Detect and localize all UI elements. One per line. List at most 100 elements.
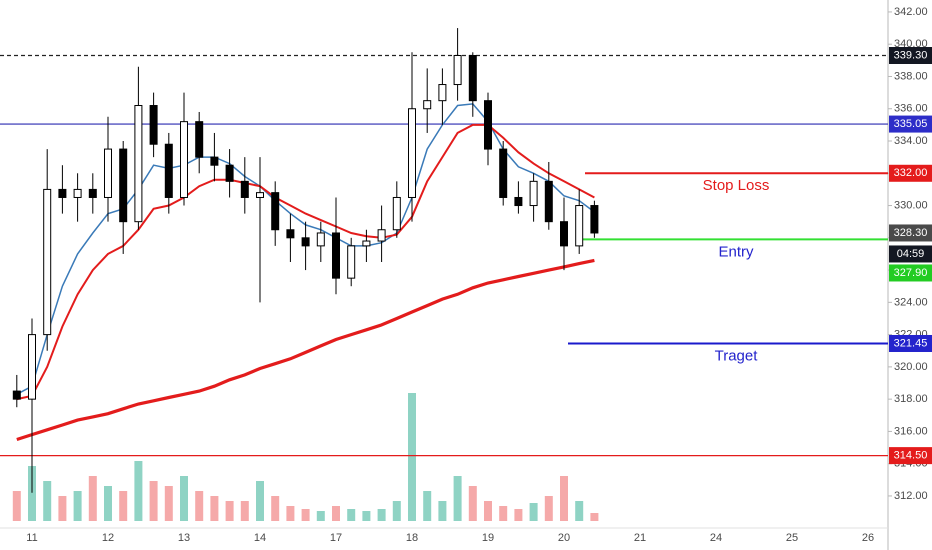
candle-body: [195, 121, 204, 158]
x-tick-label: 19: [482, 532, 494, 544]
volume-bar: [377, 509, 386, 521]
volume-bar: [438, 501, 447, 521]
last-price-tag: 328.30: [894, 227, 928, 239]
candle-body: [180, 121, 188, 198]
candle-body: [484, 100, 492, 150]
volume-bar: [529, 503, 538, 521]
volume-bar: [271, 496, 280, 521]
candle-body: [73, 188, 82, 198]
price-tag: 339.30: [894, 49, 928, 61]
price-tag-bg: [889, 47, 932, 65]
candle-body: [256, 192, 264, 198]
candle-body: [104, 148, 112, 198]
price-tag: 335.05: [894, 118, 928, 130]
annotation: Entry: [718, 243, 754, 260]
countdown-tag: 04:59: [897, 248, 925, 260]
y-tick-label: 338.00: [894, 70, 928, 82]
x-tick-label: 17: [330, 532, 342, 544]
price-tag-bg: [889, 164, 932, 182]
volume-bar: [134, 461, 143, 521]
candle-body: [544, 180, 553, 223]
candle-body: [12, 390, 21, 400]
countdown-tag-bg: [889, 245, 932, 263]
volume-bar: [575, 501, 584, 521]
candle-body: [468, 55, 477, 102]
volume-bar: [286, 506, 295, 521]
volume-bar: [301, 509, 310, 521]
volume-bar: [544, 496, 553, 521]
volume-bar: [180, 476, 188, 521]
y-tick-label: 330.00: [894, 199, 928, 211]
candle-body: [423, 100, 432, 110]
volume-bar: [195, 491, 204, 521]
price-tag-bg: [889, 264, 932, 282]
price-tag: 314.50: [894, 450, 928, 462]
candle-body: [362, 240, 371, 247]
y-tick-label: 312.00: [894, 490, 928, 502]
x-tick-label: 18: [406, 532, 418, 544]
volume-bar: [453, 476, 462, 521]
moving-average: [16, 258, 595, 442]
y-tick-label: 334.00: [894, 135, 928, 147]
candle-body: [560, 221, 568, 247]
y-tick-label: 318.00: [894, 393, 928, 405]
volume-bar: [210, 496, 219, 521]
volume-bar: [240, 501, 249, 521]
candle-body: [88, 188, 97, 198]
y-tick-label: 342.00: [894, 6, 928, 18]
volume-bar: [164, 486, 173, 521]
volume-bar: [590, 513, 599, 521]
volume-bar: [332, 506, 340, 521]
candle-body: [377, 229, 386, 242]
x-tick-label: 13: [178, 532, 190, 544]
candle-body: [286, 229, 295, 239]
price-tag: 327.90: [894, 267, 928, 279]
annotation: Stop Loss: [703, 177, 770, 194]
candle-body: [499, 148, 508, 198]
volume-bar: [12, 491, 21, 521]
y-tick-label: 316.00: [894, 425, 928, 437]
volume-bar: [73, 491, 82, 521]
last-price-tag-bg: [889, 224, 932, 242]
y-tick-label: 336.00: [894, 103, 928, 115]
volume-bar: [88, 476, 97, 521]
candle-body: [529, 180, 538, 207]
y-tick-label: 324.00: [894, 296, 928, 308]
volume-bar: [392, 501, 401, 521]
candle-body: [453, 55, 462, 86]
price-tag-bg: [889, 334, 932, 352]
candle-body: [408, 108, 416, 198]
candle-body: [43, 188, 52, 336]
x-tick-label: 21: [634, 532, 646, 544]
volume-bar: [423, 491, 432, 521]
volume-bar: [499, 506, 508, 521]
candle-body: [316, 232, 325, 247]
candle-body: [210, 156, 219, 166]
volume-bar: [104, 486, 112, 521]
candle-body: [58, 188, 67, 198]
volume-bar: [43, 481, 52, 521]
x-tick-label: 24: [710, 532, 722, 544]
volume-bar: [362, 511, 371, 521]
candle-body: [271, 192, 280, 231]
candle-body: [240, 180, 249, 198]
candle-body: [225, 164, 234, 182]
candle-body: [590, 205, 599, 234]
moving-average: [16, 123, 595, 401]
candle-body: [332, 232, 340, 279]
candle-body: [149, 105, 158, 145]
volume-bar: [468, 486, 477, 521]
x-tick-label: 26: [862, 532, 874, 544]
x-tick-label: 14: [254, 532, 266, 544]
candle-body: [575, 205, 584, 247]
volume-bar: [316, 511, 325, 521]
x-tick-label: 25: [786, 532, 798, 544]
candle-body: [134, 105, 143, 223]
volume-bar: [225, 501, 234, 521]
y-tick-label: 320.00: [894, 361, 928, 373]
x-tick-label: 11: [26, 532, 37, 544]
candle-body: [392, 196, 401, 231]
volume-bar: [560, 476, 568, 521]
